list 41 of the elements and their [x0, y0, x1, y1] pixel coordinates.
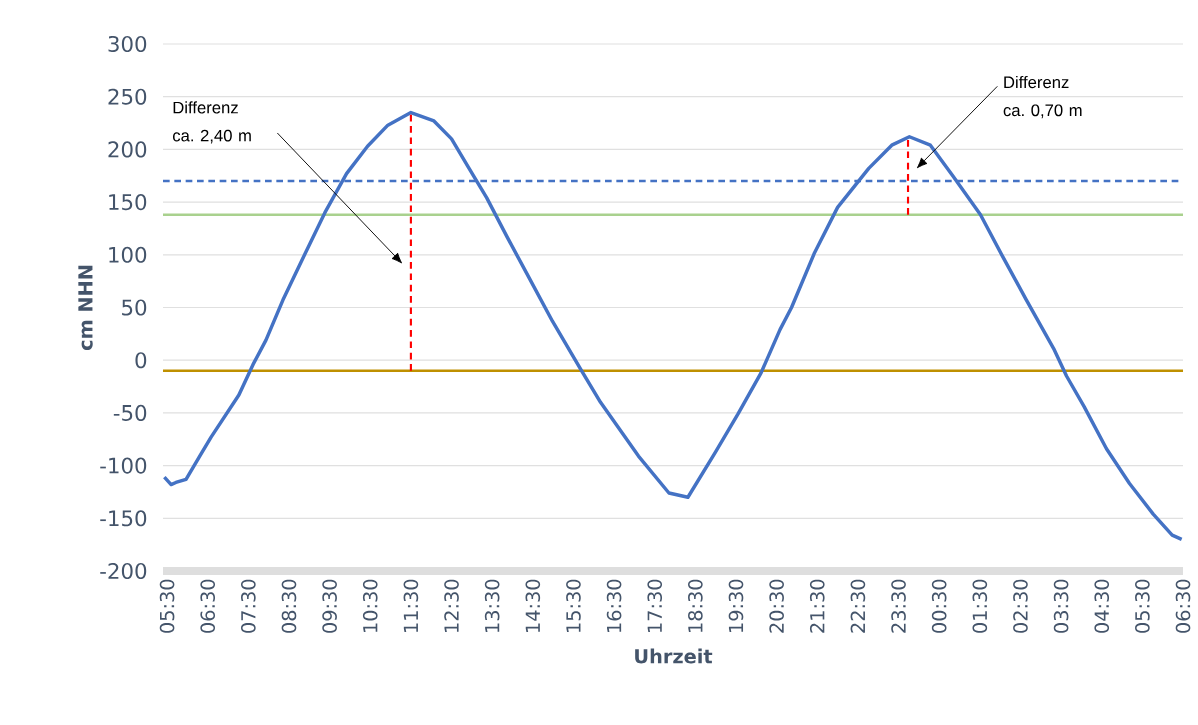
y-tick-label: 0 — [135, 352, 147, 369]
x-tick-label: 16:30 — [606, 579, 622, 632]
x-tick-label: 23:30 — [891, 579, 906, 633]
x-tick-label: 12:30 — [444, 579, 459, 632]
x-tick-label: 20:30 — [769, 579, 784, 633]
annotation: Differenz ca. 0,70 m — [1003, 75, 1082, 119]
x-tick-label: 02:30 — [1013, 579, 1028, 633]
y-tick-label: 250 — [108, 88, 147, 105]
x-tick-label: 15:30 — [566, 579, 581, 632]
x-tick-label: 10:30 — [362, 579, 378, 632]
y-tick-label: 50 — [122, 299, 147, 316]
y-tick-label: -150 — [100, 510, 147, 527]
x-tick-label: 11:30 — [403, 579, 419, 632]
y-tick-label: 150 — [109, 194, 147, 211]
y-tick-label: 100 — [109, 246, 147, 263]
x-tick-label: 03:30 — [1053, 579, 1069, 633]
x-axis-title: Uhrzeit — [635, 648, 713, 664]
x-tick-label: 22:30 — [850, 579, 866, 633]
x-tick-label: 01:30 — [972, 579, 988, 633]
annotation: Differenz ca. 2,40 m — [172, 101, 251, 144]
x-tick-label: 17:30 — [647, 579, 663, 632]
x-tick-label: 04:30 — [1094, 579, 1110, 633]
x-tick-label: 09:30 — [322, 579, 337, 633]
x-tick-label: 05:30 — [1135, 579, 1150, 633]
y-tick-label: 300 — [108, 35, 147, 53]
x-tick-label: 18:30 — [688, 579, 703, 632]
x-tick-label: 06:30 — [1175, 579, 1191, 633]
x-tick-label: 05:30 — [159, 579, 175, 633]
x-tick-label: 21:30 — [809, 579, 825, 633]
x-tick-label: 06:30 — [200, 579, 216, 633]
x-tick-label: 07:30 — [241, 579, 256, 633]
y-tick-label: -50 — [113, 404, 147, 421]
y-axis-title: cm NHN — [78, 265, 93, 351]
x-tick-label: 08:30 — [281, 579, 297, 633]
x-tick-label: 00:30 — [931, 579, 947, 633]
y-tick-label: -200 — [100, 562, 147, 580]
y-tick-label: 200 — [108, 141, 147, 158]
x-tick-label: 19:30 — [728, 579, 744, 632]
y-tick-label: -100 — [100, 457, 147, 474]
x-tick-label: 14:30 — [525, 579, 541, 632]
x-tick-label: 13:30 — [484, 579, 500, 632]
